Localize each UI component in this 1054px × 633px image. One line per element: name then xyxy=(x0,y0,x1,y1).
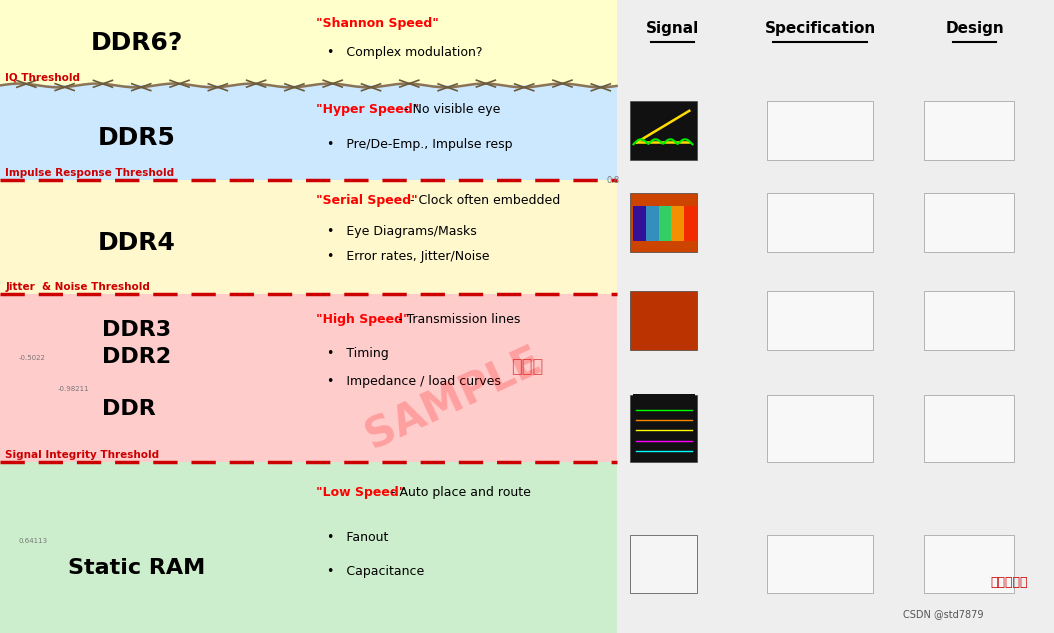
Text: •   Pre/De-Emp., Impulse resp: • Pre/De-Emp., Impulse resp xyxy=(327,138,512,151)
Bar xyxy=(767,395,873,462)
Text: 0.8: 0.8 xyxy=(606,176,620,185)
Text: •   Error rates, Jitter/Noise: • Error rates, Jitter/Noise xyxy=(327,250,489,263)
Text: •   Complex modulation?: • Complex modulation? xyxy=(327,46,483,60)
Bar xyxy=(924,101,1014,160)
Text: DDR5: DDR5 xyxy=(98,126,176,149)
Text: •   Impedance / load curves: • Impedance / load curves xyxy=(327,375,501,388)
Text: DDR4: DDR4 xyxy=(98,231,176,255)
Bar xyxy=(924,395,1014,462)
Bar xyxy=(924,193,1014,251)
Text: IQ Threshold: IQ Threshold xyxy=(5,73,80,83)
Text: •   Eye Diagrams/Masks: • Eye Diagrams/Masks xyxy=(327,225,476,238)
Text: Jitter  & Noise Threshold: Jitter & Noise Threshold xyxy=(5,282,150,292)
Bar xyxy=(617,0,1054,633)
Bar xyxy=(630,193,697,251)
Text: "High Speed": "High Speed" xyxy=(316,313,410,326)
Bar xyxy=(684,206,697,241)
Text: Static RAM: Static RAM xyxy=(69,558,206,578)
Text: •   Fanout: • Fanout xyxy=(327,531,388,544)
Text: •   Timing: • Timing xyxy=(327,346,389,360)
Bar xyxy=(630,291,697,349)
Bar xyxy=(767,535,873,594)
Text: "Serial Speed": "Serial Speed" xyxy=(316,194,418,208)
Bar xyxy=(924,291,1014,349)
Text: - Transmission lines: - Transmission lines xyxy=(390,313,520,326)
Text: Specification: Specification xyxy=(764,21,876,36)
Text: SAMPLE: SAMPLE xyxy=(358,340,548,458)
Bar xyxy=(0,85,617,180)
Bar xyxy=(630,535,697,594)
Bar xyxy=(633,206,646,241)
Text: Signal: Signal xyxy=(646,21,699,36)
Bar xyxy=(659,206,671,241)
Text: Design: Design xyxy=(945,21,1004,36)
Text: - Auto place and route: - Auto place and route xyxy=(384,486,531,499)
Text: -0.98211: -0.98211 xyxy=(58,386,90,392)
Text: - Clock often embedded: - Clock often embedded xyxy=(402,194,560,208)
Text: CSDN @std7879: CSDN @std7879 xyxy=(903,609,983,619)
Bar xyxy=(767,101,873,160)
Bar xyxy=(0,462,617,633)
Text: 公众号: 公众号 xyxy=(511,358,543,376)
Text: "Low Speed": "Low Speed" xyxy=(316,486,406,499)
Bar xyxy=(0,0,617,85)
Text: DDR6?: DDR6? xyxy=(91,31,183,54)
Bar xyxy=(767,291,873,349)
Bar xyxy=(630,395,697,462)
Text: Signal Integrity Threshold: Signal Integrity Threshold xyxy=(5,449,159,460)
Text: Impulse Response Threshold: Impulse Response Threshold xyxy=(5,168,174,178)
Text: DDR3
DDR2

DDR: DDR3 DDR2 DDR xyxy=(102,320,172,420)
Text: 0.64113: 0.64113 xyxy=(19,538,48,544)
Text: - No visible eye: - No visible eye xyxy=(395,103,500,116)
Bar xyxy=(630,101,697,160)
Text: -0.5022: -0.5022 xyxy=(19,354,45,361)
Bar xyxy=(767,193,873,251)
Text: •   Capacitance: • Capacitance xyxy=(327,565,424,578)
Text: "Shannon Speed": "Shannon Speed" xyxy=(316,18,440,30)
Bar xyxy=(924,535,1014,594)
Bar xyxy=(0,294,617,462)
Bar xyxy=(671,206,684,241)
Text: 信号完整性: 信号完整性 xyxy=(990,575,1028,589)
Text: "Hyper Speed": "Hyper Speed" xyxy=(316,103,419,116)
Bar xyxy=(646,206,659,241)
Bar xyxy=(0,180,617,294)
Bar xyxy=(633,394,695,457)
